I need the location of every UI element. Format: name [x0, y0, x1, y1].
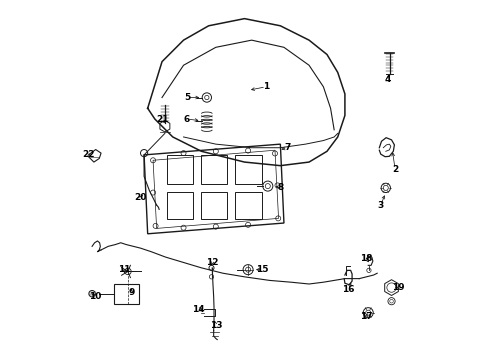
Text: 11: 11 [118, 265, 130, 274]
Text: 17: 17 [359, 312, 372, 321]
Text: 6: 6 [183, 114, 190, 123]
Text: 1: 1 [263, 82, 268, 91]
Text: 15: 15 [256, 265, 268, 274]
Text: 3: 3 [377, 201, 383, 210]
Text: 7: 7 [284, 143, 290, 152]
Text: 12: 12 [205, 258, 218, 267]
Text: 22: 22 [82, 150, 95, 159]
Text: 13: 13 [209, 321, 222, 330]
Text: 4: 4 [384, 75, 390, 84]
Text: 18: 18 [360, 255, 372, 264]
Bar [113, 284, 139, 304]
Text: 8: 8 [277, 183, 283, 192]
Text: 5: 5 [183, 93, 190, 102]
Text: 16: 16 [342, 285, 354, 294]
Text: 20: 20 [134, 193, 146, 202]
Text: 19: 19 [391, 283, 404, 292]
Text: 14: 14 [191, 305, 204, 314]
Text: 21: 21 [156, 114, 168, 123]
Text: 2: 2 [391, 165, 397, 174]
Text: 9: 9 [128, 288, 135, 297]
Text: 10: 10 [89, 292, 102, 301]
